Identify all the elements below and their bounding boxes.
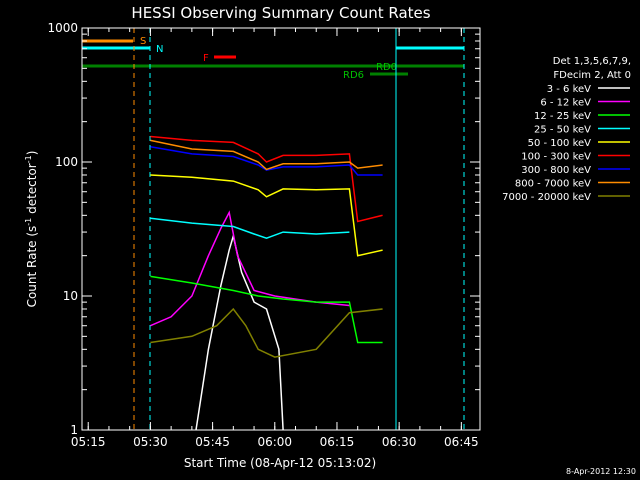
series-line (150, 275, 383, 344)
series-line (150, 210, 350, 327)
chart-title: HESSI Observing Summary Count Rates (131, 4, 430, 22)
series-line (150, 145, 383, 176)
legend-items: 3 - 6 keV 6 - 12 keV 12 - 25 keV 25 - 50 ke… (502, 84, 630, 203)
y-tick-label: 1 (70, 423, 78, 437)
legend-label: 50 - 100 keV (528, 138, 592, 149)
observing-status-bars: S N F RD0 RD6 (82, 36, 464, 81)
x-axis-ticks: 05:15 05:30 05:45 06:00 06:15 06:30 06:45 (71, 28, 479, 449)
legend-label: 6 - 12 keV (540, 98, 591, 109)
x-tick-label: 05:15 (71, 435, 106, 449)
series-line (150, 307, 383, 358)
footer-timestamp: 8-Apr-2012 12:30 (566, 467, 636, 476)
night-label: N (156, 44, 163, 55)
series-line (150, 217, 350, 239)
saa-label: S (140, 36, 146, 47)
y-tick-label: 10 (63, 289, 78, 303)
y-axis-label: Count Rate (s-1 detector-1) (24, 151, 39, 308)
x-axis-label: Start Time (08-Apr-12 05:13:02) (184, 456, 376, 470)
x-tick-label: 06:15 (320, 435, 355, 449)
legend-label: 7000 - 20000 keV (502, 192, 591, 203)
legend-label: 25 - 50 keV (534, 125, 591, 136)
legend-label: 3 - 6 keV (547, 84, 591, 95)
series-line (150, 174, 383, 257)
y-axis-ticks: 1 10 100 1000 (47, 21, 480, 437)
legend-label: 12 - 25 keV (534, 111, 591, 122)
x-tick-label: 06:00 (257, 435, 292, 449)
y-tick-label: 100 (55, 155, 78, 169)
legend-header-1: Det 1,3,5,6,7,9, (553, 56, 631, 67)
legend-label: 100 - 300 keV (521, 152, 591, 163)
rd0-label: RD0 (376, 62, 397, 73)
x-tick-label: 06:45 (444, 435, 479, 449)
flare-label: F (203, 53, 209, 64)
legend-label: 800 - 7000 keV (515, 179, 591, 190)
legend-label: 300 - 800 keV (521, 165, 591, 176)
legend: Det 1,3,5,6,7,9, FDecim 2, Att 0 3 - 6 k… (502, 56, 631, 203)
x-tick-label: 05:45 (195, 435, 230, 449)
x-tick-label: 05:30 (133, 435, 168, 449)
x-tick-label: 06:30 (382, 435, 417, 449)
series-line (150, 135, 383, 223)
series-line (150, 139, 383, 171)
plot-frame (81, 27, 481, 431)
series-layer (150, 135, 383, 431)
rd6-label: RD6 (343, 70, 364, 81)
y-tick-label: 1000 (47, 21, 78, 35)
legend-header-2: FDecim 2, Att 0 (553, 70, 631, 81)
